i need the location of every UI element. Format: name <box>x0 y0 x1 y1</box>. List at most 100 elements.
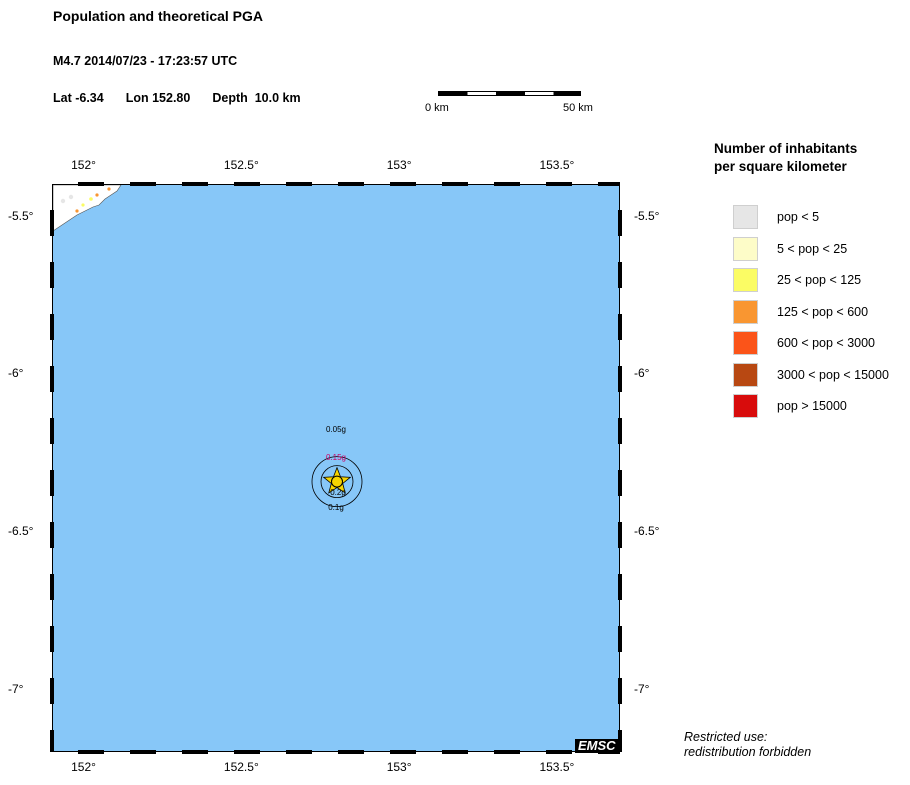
legend-title-line2: per square kilometer <box>714 158 857 176</box>
lat-tick-left: -7° <box>8 682 23 696</box>
restricted-line2: redistribution forbidden <box>684 745 811 760</box>
legend-label: pop < 5 <box>777 210 819 224</box>
legend-item: pop < 5 <box>733 205 819 229</box>
frame-dash <box>286 750 312 754</box>
frame-dash <box>442 182 468 186</box>
lat-tick-right: -5.5° <box>634 209 659 223</box>
frame-dash <box>618 262 622 288</box>
frame-dash <box>50 626 54 652</box>
population-dot <box>81 203 84 206</box>
legend-item: 25 < pop < 125 <box>733 268 861 292</box>
frame-dash <box>182 750 208 754</box>
population-dot <box>89 197 93 201</box>
population-dot <box>95 193 98 196</box>
frame-dash <box>234 750 260 754</box>
frame-dash <box>618 678 622 704</box>
frame-dash <box>546 182 572 186</box>
lon-tick-bottom: 153.5° <box>539 760 574 774</box>
map-panel[interactable] <box>52 184 620 752</box>
restricted-line1: Restricted use: <box>684 730 811 745</box>
lon-tick-top: 153° <box>387 158 412 172</box>
frame-dash <box>618 574 622 600</box>
page-title: Population and theoretical PGA <box>53 8 263 24</box>
frame-dash <box>50 730 54 752</box>
legend-item: 125 < pop < 600 <box>733 300 868 324</box>
legend-label: 25 < pop < 125 <box>777 273 861 287</box>
population-dot <box>61 199 65 203</box>
frame-dash <box>50 574 54 600</box>
population-dot <box>107 187 110 190</box>
legend-swatch <box>733 300 758 324</box>
depth: Depth 10.0 km <box>212 91 300 105</box>
frame-dash <box>546 750 572 754</box>
frame-dash <box>618 366 622 392</box>
frame-dash <box>50 522 54 548</box>
legend-label: pop > 15000 <box>777 399 847 413</box>
frame-dash <box>50 418 54 444</box>
frame-dash <box>494 182 520 186</box>
lat-tick-right: -6° <box>634 366 649 380</box>
legend-label: 600 < pop < 3000 <box>777 336 875 350</box>
coastline-land <box>53 185 121 231</box>
frame-dash <box>234 182 260 186</box>
frame-dash <box>442 750 468 754</box>
frame-dash <box>618 470 622 496</box>
pga-label-01: 0.1g <box>328 503 344 512</box>
legend-item: 5 < pop < 25 <box>733 237 847 261</box>
frame-dash <box>78 750 104 754</box>
frame-dash <box>494 750 520 754</box>
scale-label-right: 50 km <box>563 102 593 114</box>
lon-tick-top: 153.5° <box>539 158 574 172</box>
population-dot <box>75 209 78 212</box>
pga-label-02: 0.2g <box>330 488 346 497</box>
frame-dash <box>390 750 416 754</box>
frame-dash <box>50 314 54 340</box>
frame-dash <box>598 182 620 186</box>
legend-title: Number of inhabitants per square kilomet… <box>714 140 857 176</box>
pga-label-005: 0.05g <box>326 425 346 434</box>
lat-tick-left: -5.5° <box>8 209 33 223</box>
lon-tick-bottom: 153° <box>387 760 412 774</box>
frame-dash <box>618 314 622 340</box>
lon-tick-bottom: 152° <box>71 760 96 774</box>
frame-dash <box>338 750 364 754</box>
frame-dash <box>130 182 156 186</box>
frame-dash <box>390 182 416 186</box>
scale-label-left: 0 km <box>425 102 449 114</box>
frame-dash <box>50 678 54 704</box>
frame-dash <box>50 470 54 496</box>
legend-swatch <box>733 205 758 229</box>
pga-label-015: 0.15g <box>326 453 346 462</box>
legend-item: 600 < pop < 3000 <box>733 331 875 355</box>
legend-swatch <box>733 331 758 355</box>
lat-tick-left: -6° <box>8 366 23 380</box>
lon-tick-bottom: 152.5° <box>224 760 259 774</box>
legend-swatch <box>733 363 758 387</box>
legend-title-line1: Number of inhabitants <box>714 140 857 158</box>
population-dot <box>69 195 73 199</box>
legend-swatch <box>733 394 758 418</box>
frame-dash <box>50 366 54 392</box>
frame-dash <box>50 210 54 236</box>
frame-dash <box>618 418 622 444</box>
epicenter-marker <box>312 457 362 507</box>
lon-tick-top: 152° <box>71 158 96 172</box>
legend-swatch <box>733 237 758 261</box>
scale-bar <box>438 91 581 96</box>
legend-label: 125 < pop < 600 <box>777 305 868 319</box>
frame-dash <box>50 262 54 288</box>
frame-dash <box>618 210 622 236</box>
event-info: M4.7 2014/07/23 - 17:23:57 UTC <box>53 54 237 68</box>
frame-dash <box>618 730 622 752</box>
legend-swatch <box>733 268 758 292</box>
restricted-notice: Restricted use: redistribution forbidden <box>684 730 811 760</box>
event-location: Lat -6.34 Lon 152.80 Depth 10.0 km <box>53 91 323 105</box>
frame-dash <box>78 182 104 186</box>
lat-tick-right: -7° <box>634 682 649 696</box>
frame-dash <box>618 522 622 548</box>
frame-dash <box>130 750 156 754</box>
frame-dash <box>598 750 620 754</box>
frame-dash <box>338 182 364 186</box>
lon-tick-top: 152.5° <box>224 158 259 172</box>
map-canvas <box>53 185 619 751</box>
